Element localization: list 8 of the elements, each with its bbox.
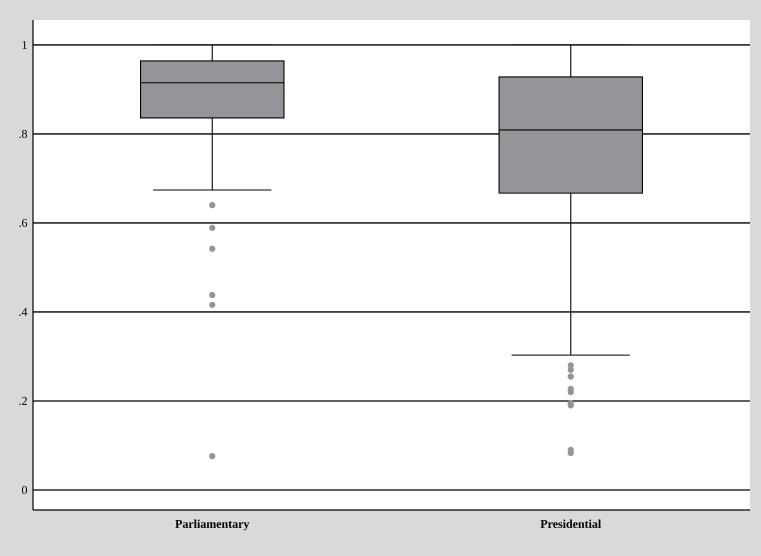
y-tick-label: .8 bbox=[19, 130, 28, 138]
x-tick-label: Presidential bbox=[540, 520, 601, 528]
y-tick-label: .2 bbox=[19, 396, 27, 406]
y-tick-label: .6 bbox=[19, 218, 28, 227]
y-tick-label: 0 bbox=[22, 486, 28, 494]
y-tick-label: 1 bbox=[22, 40, 27, 49]
x-tick-label: Parliamentary bbox=[175, 520, 250, 530]
y-tick-label: .4 bbox=[19, 308, 28, 316]
